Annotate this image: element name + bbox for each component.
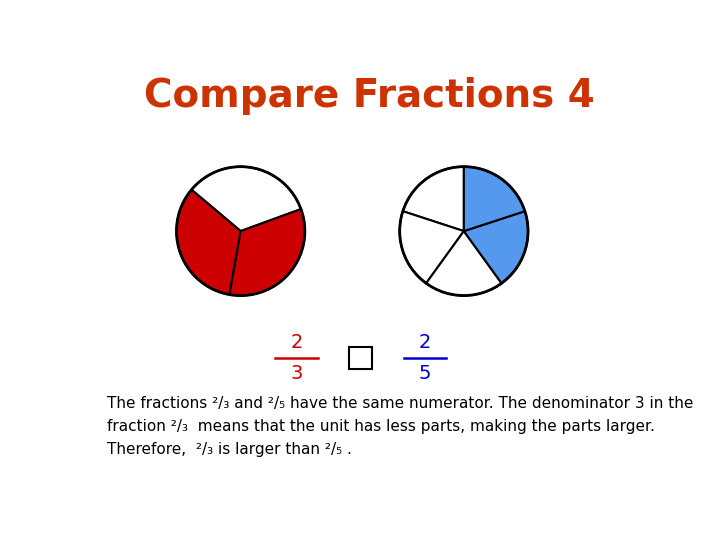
PathPatch shape: [464, 167, 525, 231]
PathPatch shape: [402, 167, 464, 231]
PathPatch shape: [400, 211, 464, 284]
Text: The fractions ²/₃ and ²/₅ have the same numerator. The denominator 3 in the: The fractions ²/₃ and ²/₅ have the same …: [107, 396, 693, 411]
Text: fraction ²/₃  means that the unit has less parts, making the parts larger.: fraction ²/₃ means that the unit has les…: [107, 419, 654, 434]
PathPatch shape: [192, 167, 301, 231]
Text: Therefore,  ²/₃ is larger than ²/₅ .: Therefore, ²/₃ is larger than ²/₅ .: [107, 442, 351, 457]
Bar: [349, 347, 372, 369]
Text: 2: 2: [290, 333, 302, 352]
Text: Compare Fractions 4: Compare Fractions 4: [143, 77, 595, 115]
PathPatch shape: [230, 209, 305, 295]
Text: 5: 5: [418, 364, 431, 383]
Text: 3: 3: [290, 364, 302, 383]
Text: 2: 2: [418, 333, 431, 352]
PathPatch shape: [464, 211, 528, 284]
PathPatch shape: [426, 231, 502, 295]
PathPatch shape: [176, 190, 240, 295]
